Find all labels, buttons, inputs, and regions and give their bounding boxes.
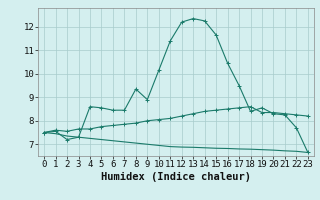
X-axis label: Humidex (Indice chaleur): Humidex (Indice chaleur): [101, 172, 251, 182]
